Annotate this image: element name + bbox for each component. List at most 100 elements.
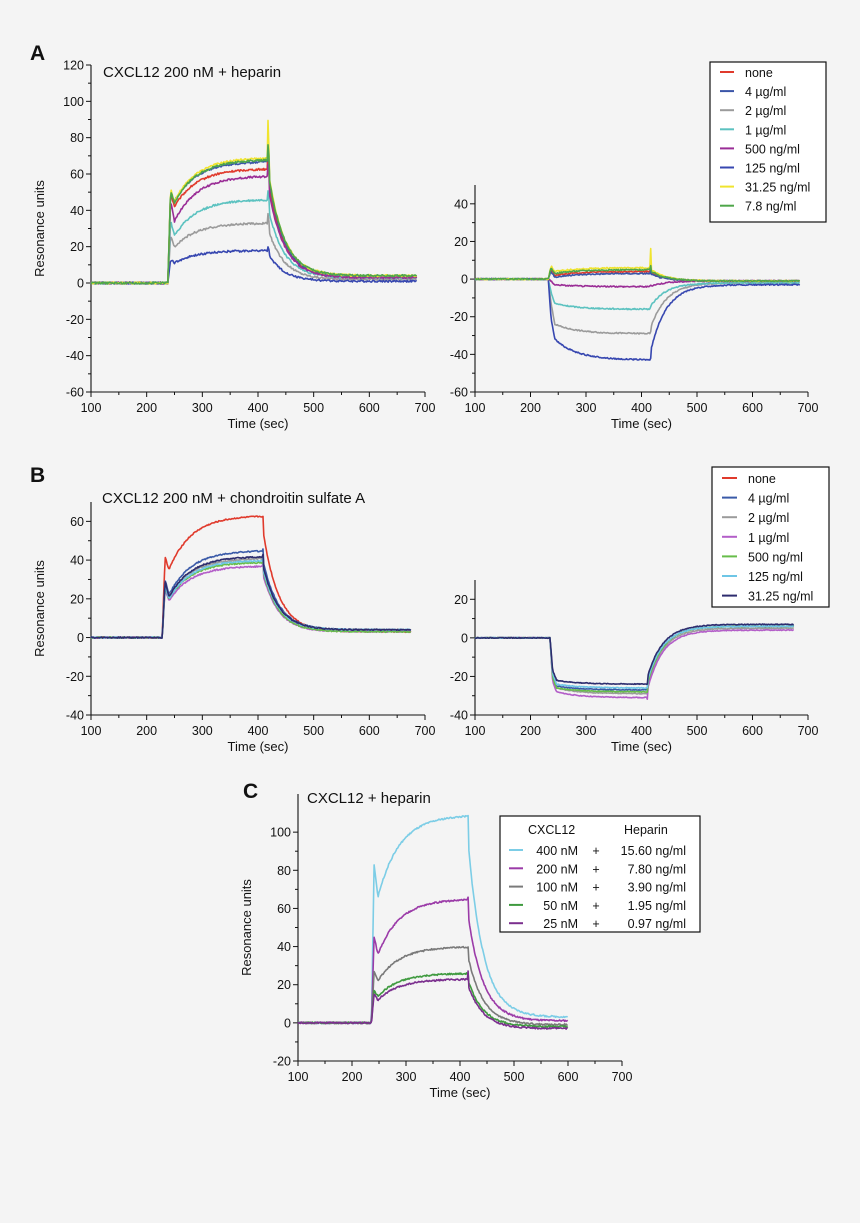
series-line-2-g-ml [90,555,412,639]
y-tick-label: 20 [70,592,84,606]
x-tick-label: 200 [520,401,541,415]
series-line-1-g-ml [474,277,800,311]
legend-label: 2 µg/ml [748,511,789,525]
legend-label: 500 ng/ml [745,142,800,156]
x-axis-label: Time (sec) [611,416,672,431]
x-tick-label: 200 [520,724,541,738]
series-line-none [90,515,412,639]
legend-plus: + [592,881,599,895]
series-line-125-ng-ml [90,556,411,639]
y-tick-label: 0 [77,631,84,645]
x-tick-label: 700 [612,1070,633,1084]
y-tick-label: -60 [450,386,468,400]
x-tick-label: 100 [465,401,486,415]
y-tick-label: -60 [66,386,84,400]
x-tick-label: 600 [359,724,380,738]
legend-label: 125 ng/ml [745,162,800,176]
legend-cxcl12-conc: 200 nM [536,862,578,876]
series-line-4-g-ml [474,625,794,691]
legend-cxcl12-conc: 100 nM [536,881,578,895]
x-tick-label: 100 [81,401,102,415]
y-tick-label: 120 [63,59,84,73]
legend-plus: + [592,844,599,858]
x-tick-label: 600 [359,401,380,415]
panel-label-b: B [30,464,45,487]
legend-label: 2 µg/ml [745,104,786,118]
y-tick-label: -40 [450,709,468,723]
y-tick-label: -40 [450,348,468,362]
y-axis-label: Resonance units [32,560,47,657]
y-tick-label: 20 [277,978,291,992]
legend-c-header-cxcl12: CXCL12 [528,823,575,837]
y-axis-label: Resonance units [32,180,47,277]
y-tick-label: 100 [63,95,84,109]
y-tick-label: -20 [450,670,468,684]
chart-title-c: CXCL12 + heparin [307,790,431,807]
y-tick-label: -40 [66,349,84,363]
series-line-125-ng-ml [474,625,794,690]
panel-label-c: C [243,780,258,803]
y-tick-label: 60 [277,902,291,916]
y-tick-label: 20 [454,235,468,249]
x-tick-label: 700 [798,401,819,415]
y-tick-label: 100 [270,826,291,840]
y-tick-label: 0 [461,631,468,645]
y-tick-label: 20 [70,240,84,254]
x-tick-label: 500 [687,724,708,738]
x-tick-label: 300 [192,401,213,415]
x-tick-label: 100 [81,724,102,738]
legend-plus: + [592,899,599,913]
x-tick-label: 200 [136,724,157,738]
x-tick-label: 100 [465,724,486,738]
y-tick-label: 80 [277,864,291,878]
legend-label: 31.25 ng/ml [745,181,810,195]
chart-a-right: -60 -40 -20 0 20 40 100 200 300 400 500 600 700 Time … [450,185,819,431]
x-tick-label: 400 [248,401,269,415]
series-line-31-25-ng-ml [474,623,794,686]
legend-cxcl12-conc: 400 nM [536,844,578,858]
y-tick-label: 0 [77,277,84,291]
series-line-500-ng-ml [474,625,795,693]
legend-label: none [745,66,773,80]
chart-c: -20 0 20 40 60 80 100 100 200 300 400 500 600 700 Time… [239,794,632,1100]
legend-b: none 4 µg/ml 2 µg/ml 1 µg/ml 500 ng/ml 125 ng… [711,466,830,608]
legend-heparin-conc: 3.90 ng/ml [628,881,686,895]
legend-heparin-conc: 0.97 ng/ml [628,917,686,931]
x-tick-label: 500 [303,724,324,738]
series-line-31-25-ng-ml [90,553,412,639]
y-tick-label: 0 [284,1016,291,1030]
legend-c: CXCL12 Heparin 400 nM +15.60 ng/ml 200 nM +… [499,815,701,933]
y-tick-label: 60 [70,168,84,182]
y-tick-label: 40 [70,204,84,218]
x-tick-label: 600 [558,1070,579,1084]
x-tick-label: 400 [248,724,269,738]
panel-label-a: A [30,42,45,65]
x-tick-label: 700 [798,724,819,738]
x-tick-label: 500 [504,1070,525,1084]
legend-label: 125 ng/ml [748,570,803,584]
y-tick-label: -20 [66,313,84,327]
legend-a: none 4 µg/ml 2 µg/ml 1 µg/ml 500 ng/ml 125 ng… [709,61,827,223]
x-tick-label: 200 [136,401,157,415]
y-tick-label: 40 [70,554,84,568]
y-tick-label: 20 [454,593,468,607]
chart-title-a: CXCL12 200 nM + heparin [103,64,281,81]
y-tick-label: 60 [70,515,84,529]
x-tick-label: 600 [742,724,763,738]
legend-cxcl12-conc: 50 nM [543,899,578,913]
legend-heparin-conc: 7.80 ng/ml [628,862,686,876]
y-tick-label: -40 [66,709,84,723]
legend-label: 4 µg/ml [745,85,786,99]
chart-b-right: -40 -20 0 20 100 200 300 400 500 600 700 Time (sec) [450,580,819,754]
y-tick-label: 80 [70,131,84,145]
y-axis-label: Resonance units [239,879,254,976]
series-line-2-g-ml [90,212,417,285]
legend-label: 1 µg/ml [745,123,786,137]
x-tick-label: 300 [192,724,213,738]
series-line-125-ng-ml [474,277,801,361]
y-tick-label: -20 [273,1055,291,1069]
x-tick-label: 400 [450,1070,471,1084]
series-line-1-g-ml [90,562,412,639]
x-axis-label: Time (sec) [611,739,672,754]
